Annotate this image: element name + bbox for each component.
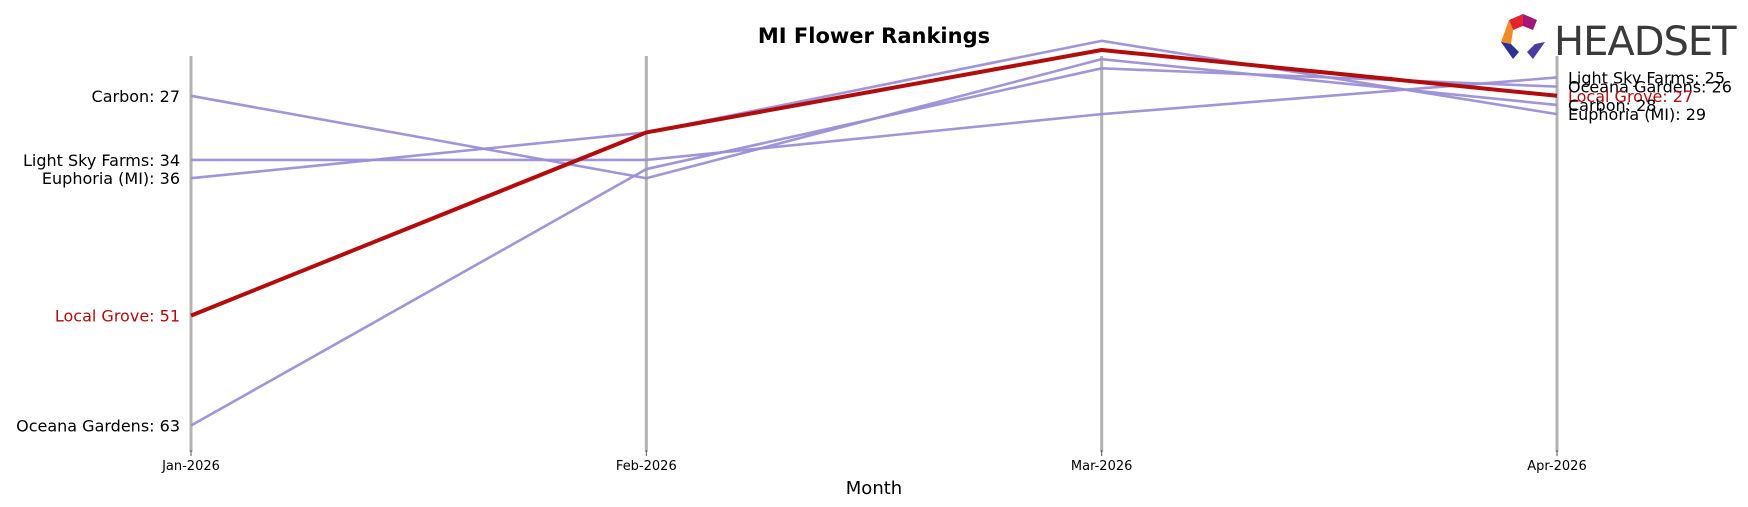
x-axis-label: Month xyxy=(846,478,902,499)
left-label-local-grove: Local Grove: 51 xyxy=(55,307,180,326)
left-label-light-sky-farms: Light Sky Farms: 34 xyxy=(23,151,180,170)
series-line-light-sky-farms xyxy=(191,76,1558,162)
tick-label-mar-2026: Mar-2026 xyxy=(1071,459,1132,474)
left-label-euphoria-mi: Euphoria (MI): 36 xyxy=(42,169,180,188)
tick-label-feb-2026: Feb-2026 xyxy=(616,459,677,474)
right-label-euphoria-mi: Euphoria (MI): 29 xyxy=(1568,105,1706,124)
right-label-light-sky-farms: Light Sky Farms: 25 xyxy=(1568,68,1725,87)
tick-label-apr-2026: Apr-2026 xyxy=(1527,459,1586,474)
series-lines xyxy=(190,39,1558,427)
headset-logo: HEADSET xyxy=(1501,14,1738,65)
series-line-local-grove xyxy=(190,48,1558,318)
series-line-oceana-gardens xyxy=(190,67,1558,427)
right-label-oceana-gardens: Oceana Gardens: 26 xyxy=(1568,78,1732,97)
headset-logo-mark xyxy=(1501,14,1545,59)
left-label-oceana-gardens: Oceana Gardens: 63 xyxy=(16,417,180,436)
x-axis-ticks: Jan-2026 Feb-2026 Mar-2026 Apr-2026 xyxy=(161,450,1587,474)
chart-title: MI Flower Rankings xyxy=(758,24,990,48)
series-line-euphoria-mi xyxy=(190,39,1558,180)
left-label-carbon: Carbon: 27 xyxy=(92,87,180,106)
tick-label-jan-2026: Jan-2026 xyxy=(161,459,220,474)
logo-wordmark: HEADSET xyxy=(1554,19,1737,65)
vertical-grid xyxy=(189,56,1559,452)
right-label-local-grove: Local Grove: 27 xyxy=(1568,87,1693,106)
right-label-carbon: Carbon: 28 xyxy=(1568,96,1656,115)
